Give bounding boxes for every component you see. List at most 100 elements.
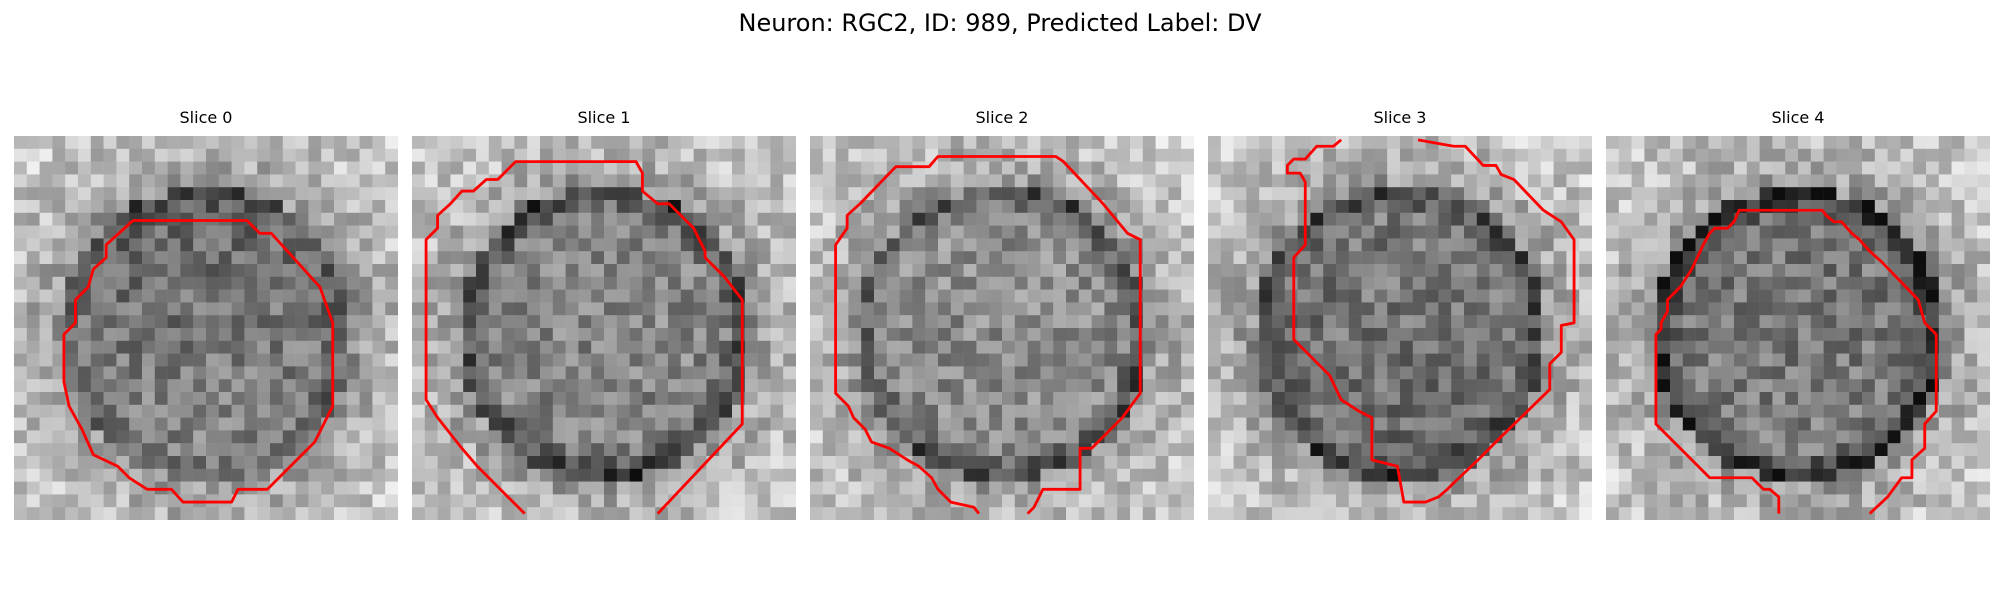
pixel (1772, 328, 1786, 342)
pixel (231, 264, 245, 278)
pixel (1361, 494, 1375, 508)
pixel (938, 468, 952, 482)
pixel (578, 302, 592, 316)
pixel (167, 200, 181, 214)
pixel (424, 315, 438, 329)
pixel (783, 187, 796, 201)
pixel (90, 174, 104, 188)
pixel (359, 404, 373, 418)
pixel (282, 289, 296, 303)
pixel (206, 187, 220, 201)
pixel (1336, 187, 1350, 201)
pixel (604, 148, 618, 162)
pixel (514, 328, 528, 342)
pixel (257, 212, 271, 226)
pixel (578, 200, 592, 214)
pixel (1181, 302, 1194, 316)
pixel (1489, 494, 1503, 508)
pixel (1400, 225, 1414, 239)
pixel (129, 507, 143, 520)
pixel (218, 225, 232, 239)
pixel (1618, 289, 1632, 303)
pixel (1438, 315, 1452, 329)
pixel (1400, 456, 1414, 470)
pixel (1066, 174, 1080, 188)
pixel (680, 507, 694, 520)
pixel (412, 148, 426, 162)
pixel (1926, 468, 1940, 482)
pixel (629, 187, 643, 201)
pixel (668, 315, 682, 329)
pixel (1130, 468, 1144, 482)
pixel (167, 276, 181, 290)
pixel (874, 353, 888, 367)
pixel (1900, 456, 1914, 470)
pixel (78, 225, 92, 239)
pixel (450, 468, 464, 482)
pixel (1695, 379, 1709, 393)
pixel (321, 251, 335, 265)
pixel (1606, 468, 1620, 482)
pixel (1208, 404, 1222, 418)
pixel (1772, 187, 1786, 201)
pixel (1874, 238, 1888, 252)
pixel (14, 289, 28, 303)
pixel (1002, 417, 1016, 431)
pixel (668, 468, 682, 482)
pixel (90, 507, 104, 520)
pixel (1977, 468, 1990, 482)
pixel (65, 430, 79, 444)
pixel (52, 212, 66, 226)
pixel (334, 430, 348, 444)
pixel (1464, 353, 1478, 367)
pixel (1323, 417, 1337, 431)
pixel (1168, 328, 1182, 342)
pixel (1657, 276, 1671, 290)
pixel (1695, 430, 1709, 444)
pixel (744, 328, 758, 342)
pixel (1155, 443, 1169, 457)
pixel (65, 174, 79, 188)
pixel (976, 468, 990, 482)
pixel (552, 136, 566, 150)
pixel (65, 161, 79, 175)
pixel (1066, 507, 1080, 520)
pixel (1759, 289, 1773, 303)
pixel (1798, 494, 1812, 508)
pixel (783, 174, 796, 188)
pixel (1823, 302, 1837, 316)
pixel (616, 392, 630, 406)
pixel (963, 456, 977, 470)
pixel (295, 379, 309, 393)
pixel (1155, 468, 1169, 482)
pixel (321, 379, 335, 393)
pixel (938, 225, 952, 239)
pixel (1246, 507, 1260, 520)
pixel (1528, 366, 1542, 380)
pixel (810, 200, 824, 214)
pixel (514, 251, 528, 265)
pixel (1412, 443, 1426, 457)
pixel (578, 328, 592, 342)
pixel (1964, 443, 1978, 457)
pixel (270, 366, 284, 380)
pixel (1142, 264, 1156, 278)
pixel (1721, 353, 1735, 367)
pixel (321, 328, 335, 342)
pixel (963, 468, 977, 482)
pixel (1233, 174, 1247, 188)
pixel (14, 276, 28, 290)
pixel (757, 174, 771, 188)
pixel (912, 148, 926, 162)
pixel (321, 238, 335, 252)
pixel (1579, 289, 1592, 303)
pixel (989, 161, 1003, 175)
pixel (359, 507, 373, 520)
pixel (1246, 404, 1260, 418)
pixel (26, 417, 40, 431)
pixel (552, 276, 566, 290)
pixel (1862, 276, 1876, 290)
pixel (1977, 328, 1990, 342)
pixel (861, 468, 875, 482)
pixel (1130, 443, 1144, 457)
